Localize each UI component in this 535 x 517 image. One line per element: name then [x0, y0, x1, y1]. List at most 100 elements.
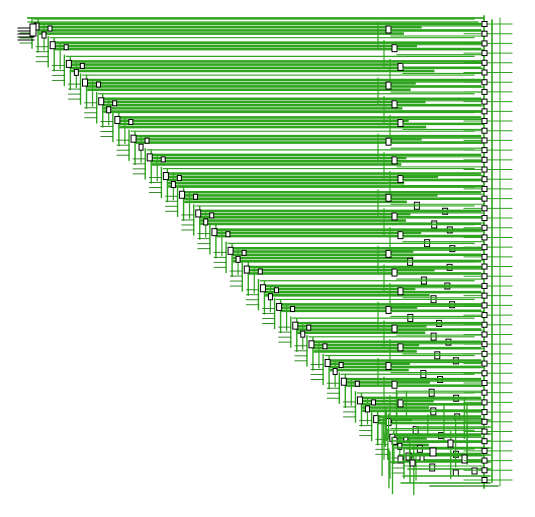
logic-block — [193, 193, 199, 200]
logic-block — [481, 166, 488, 173]
stage-1 — [19, 17, 485, 53]
logic-block — [370, 399, 376, 406]
logic-block — [397, 442, 403, 450]
logic-block — [225, 231, 231, 238]
logic-block — [47, 25, 53, 32]
logic-block — [397, 62, 404, 71]
logic-block — [257, 268, 263, 275]
logic-block — [114, 115, 121, 124]
logic-block — [481, 224, 488, 231]
logic-block — [391, 100, 398, 109]
logic-block — [49, 41, 56, 50]
stage-5 — [84, 92, 485, 128]
logic-block — [195, 209, 202, 218]
logic-block — [391, 44, 398, 53]
logic-block — [128, 118, 134, 125]
logic-block — [419, 455, 425, 462]
logic-block — [373, 415, 380, 424]
logic-block — [79, 62, 85, 69]
logic-block — [481, 477, 488, 483]
logic-block — [481, 50, 488, 57]
logic-block — [481, 418, 488, 425]
logic-block — [41, 31, 47, 39]
logic-block — [481, 147, 488, 154]
logic-block — [481, 108, 488, 115]
logic-block — [481, 253, 488, 260]
logic-block — [391, 380, 398, 389]
logic-block — [65, 59, 72, 68]
logic-block — [98, 97, 105, 106]
logic-block — [481, 350, 488, 357]
logic-block — [481, 302, 488, 309]
logic-block — [259, 284, 266, 293]
logic-block — [146, 153, 153, 162]
logic-block — [106, 106, 112, 114]
logic-block — [481, 127, 488, 134]
logic-block — [481, 467, 488, 474]
logic-block — [481, 321, 488, 328]
logic-block — [481, 370, 488, 377]
stage-17 — [278, 316, 485, 352]
stage-7 — [116, 129, 485, 165]
logic-block — [481, 137, 488, 144]
schematic-stages — [19, 17, 491, 496]
logic-block — [397, 287, 404, 296]
logic-block — [481, 273, 488, 280]
logic-block — [481, 409, 488, 416]
logic-block — [481, 98, 488, 105]
logic-block — [481, 438, 488, 445]
logic-block — [481, 69, 488, 76]
stage-21 — [343, 391, 485, 427]
logic-block — [481, 389, 488, 396]
logic-block — [338, 362, 344, 369]
logic-block — [203, 218, 209, 226]
logic-block — [273, 287, 279, 294]
stage-20 — [326, 372, 485, 408]
logic-block — [397, 455, 404, 464]
logic-block — [170, 181, 176, 189]
logic-block — [306, 324, 312, 331]
logic-block — [391, 212, 398, 221]
logic-block — [300, 330, 306, 338]
logic-block — [385, 137, 392, 146]
logic-block — [481, 88, 488, 95]
logic-block — [227, 246, 234, 255]
logic-block — [481, 263, 488, 270]
logic-block — [354, 380, 360, 387]
logic-block — [429, 463, 436, 472]
io-pins — [17, 17, 485, 41]
logic-block — [391, 324, 398, 333]
logic-block — [211, 228, 218, 237]
logic-block — [481, 59, 488, 66]
logic-block — [209, 212, 215, 219]
logic-block — [452, 469, 459, 477]
logic-block — [481, 399, 488, 406]
logic-block — [144, 137, 150, 144]
logic-block — [409, 459, 416, 467]
logic-block — [397, 118, 404, 127]
logic-block — [112, 100, 118, 107]
stage-15 — [245, 279, 485, 315]
logic-block — [481, 360, 488, 367]
logic-block — [481, 447, 488, 454]
logic-block — [481, 341, 488, 348]
logic-block — [481, 21, 488, 27]
logic-block — [481, 40, 488, 47]
stage-14 — [229, 260, 485, 296]
logic-block — [235, 255, 241, 263]
logic-block — [481, 428, 488, 435]
stage-9 — [148, 166, 485, 203]
logic-block — [481, 379, 488, 386]
logic-block — [176, 175, 182, 182]
logic-block — [481, 79, 488, 86]
logic-block — [397, 231, 404, 240]
logic-block — [364, 405, 370, 413]
logic-block — [481, 234, 488, 241]
logic-block — [481, 244, 488, 251]
logic-block — [162, 172, 169, 181]
logic-block — [397, 343, 404, 352]
logic-block — [356, 396, 363, 405]
logic-block — [138, 143, 144, 151]
logic-block — [308, 340, 315, 349]
logic-block — [481, 457, 488, 464]
